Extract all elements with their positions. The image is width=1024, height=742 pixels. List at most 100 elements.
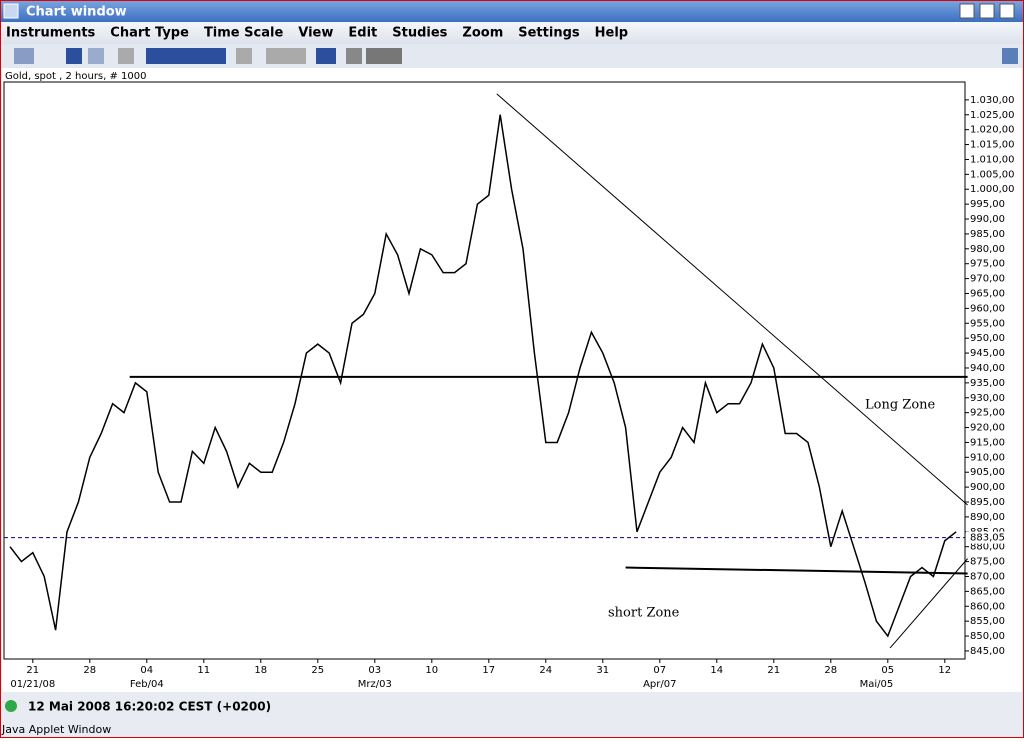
menu-item[interactable]: Settings xyxy=(518,26,580,41)
bar-tool[interactable] xyxy=(118,48,134,64)
y-tick-label: 875,00 xyxy=(970,557,1005,568)
y-tick-label: 960,00 xyxy=(970,303,1005,314)
grid-tool[interactable] xyxy=(316,48,336,64)
y-tick-label: 920,00 xyxy=(970,423,1005,434)
bars-tool[interactable] xyxy=(346,48,362,64)
y-tick-label: 1.000,00 xyxy=(970,184,1015,195)
menu-item[interactable]: View xyxy=(298,26,333,41)
y-tick-label: 900,00 xyxy=(970,482,1005,493)
status-text: 12 Mai 2008 16:20:02 CEST (+0200) xyxy=(28,700,271,714)
x-tick-label: 18 xyxy=(254,665,267,676)
y-tick-label: 870,00 xyxy=(970,571,1005,582)
drawing-tools[interactable] xyxy=(146,48,226,64)
footer-text: Java Applet Window xyxy=(1,723,111,736)
pin-tool[interactable] xyxy=(1002,48,1018,64)
menu-item[interactable]: Time Scale xyxy=(204,26,284,41)
zoom-out-tool[interactable] xyxy=(88,48,104,64)
y-tick-label: 880,00 xyxy=(970,542,1005,553)
x-month-label: Apr/07 xyxy=(643,679,676,690)
y-tick-label: 945,00 xyxy=(970,348,1005,359)
y-tick-label: 980,00 xyxy=(970,244,1005,255)
trend-line xyxy=(889,558,968,649)
trend-line xyxy=(496,93,968,506)
title-bar xyxy=(0,0,1024,22)
y-tick-label: 965,00 xyxy=(970,288,1005,299)
y-tick-label: 985,00 xyxy=(970,229,1005,240)
x-tick-label: 04 xyxy=(140,665,153,676)
price-line xyxy=(9,114,957,638)
y-tick-label: 1.025,00 xyxy=(970,110,1015,121)
menu-item[interactable]: Help xyxy=(595,26,628,41)
annotation: Long Zone xyxy=(865,398,936,413)
y-tick-label: 930,00 xyxy=(970,393,1005,404)
y-tick-label: 1.010,00 xyxy=(970,154,1015,165)
x-month-label: 01/21/08 xyxy=(10,679,55,690)
window-title: Chart window xyxy=(26,5,127,20)
menu-item[interactable]: Edit xyxy=(348,26,377,41)
y-tick-label: 940,00 xyxy=(970,363,1005,374)
y-tick-label: 975,00 xyxy=(970,259,1005,270)
y-tick-label: 925,00 xyxy=(970,408,1005,419)
x-tick-label: 31 xyxy=(596,665,609,676)
y-tick-label: 935,00 xyxy=(970,378,1005,389)
minimize-button[interactable] xyxy=(959,3,975,19)
y-tick-label: 860,00 xyxy=(970,601,1005,612)
annotation: short Zone xyxy=(608,606,680,621)
y-tick-label: 895,00 xyxy=(970,497,1005,508)
x-tick-label: 17 xyxy=(482,665,495,676)
trend-line xyxy=(625,566,968,575)
close-button[interactable] xyxy=(999,3,1015,19)
x-month-label: Mrz/03 xyxy=(358,679,392,690)
window-icon xyxy=(3,3,19,19)
menu-bar xyxy=(0,22,1024,44)
x-tick-label: 07 xyxy=(653,665,666,676)
chart-header: Gold, spot , 2 hours, # 1000 xyxy=(5,71,147,82)
x-tick-label: 28 xyxy=(824,665,837,676)
y-tick-label: 970,00 xyxy=(970,274,1005,285)
crosshair-tool[interactable] xyxy=(14,48,34,64)
y-tick-label: 865,00 xyxy=(970,586,1005,597)
y-tick-label: 910,00 xyxy=(970,452,1005,463)
x-tick-label: 28 xyxy=(83,665,96,676)
menu-item[interactable]: Studies xyxy=(392,26,447,41)
y-tick-label: 990,00 xyxy=(970,214,1005,225)
y-tick-label: 1.030,00 xyxy=(970,95,1015,106)
menus: Instruments Chart Type Time Scale View Edit S… xyxy=(6,26,628,41)
y-tick-label: 905,00 xyxy=(970,467,1005,478)
menu-item[interactable]: Zoom xyxy=(462,26,503,41)
x-tick-label: 14 xyxy=(710,665,723,676)
y-tick-label: 1.015,00 xyxy=(970,140,1015,151)
y-tick-label: 950,00 xyxy=(970,333,1005,344)
x-tick-label: 25 xyxy=(311,665,324,676)
y-tick-label: 995,00 xyxy=(970,199,1005,210)
status-indicator xyxy=(5,700,17,712)
x-tick-label: 03 xyxy=(368,665,381,676)
y-tick-label: 855,00 xyxy=(970,616,1005,627)
y-tick-label: 955,00 xyxy=(970,318,1005,329)
x-month-label: Feb/04 xyxy=(130,679,164,690)
x-tick-label: 21 xyxy=(26,665,39,676)
x-tick-label: 10 xyxy=(425,665,438,676)
maximize-button[interactable] xyxy=(979,3,995,19)
print-tools[interactable] xyxy=(366,48,402,64)
delete-tools[interactable] xyxy=(266,48,306,64)
y-tick-label: 850,00 xyxy=(970,631,1005,642)
y-tick-label: 1.005,00 xyxy=(970,169,1015,180)
x-tick-label: 12 xyxy=(938,665,951,676)
fibo-tool[interactable] xyxy=(236,48,252,64)
last-price-label: 883,05 xyxy=(970,533,1005,544)
zoom-in-tool[interactable] xyxy=(66,48,82,64)
status-bar xyxy=(0,694,1024,718)
x-tick-label: 24 xyxy=(539,665,552,676)
x-tick-label: 21 xyxy=(767,665,780,676)
last-price-box xyxy=(966,531,1006,544)
y-tick-label: 915,00 xyxy=(970,437,1005,448)
x-month-label: Mai/05 xyxy=(860,679,894,690)
y-tick-label: 890,00 xyxy=(970,512,1005,523)
chart-panel xyxy=(2,68,1022,692)
y-tick-label: 1.020,00 xyxy=(970,125,1015,136)
y-tick-label: 845,00 xyxy=(970,646,1005,657)
menu-item[interactable]: Chart Type xyxy=(110,26,189,41)
menu-item[interactable]: Instruments xyxy=(6,26,96,41)
